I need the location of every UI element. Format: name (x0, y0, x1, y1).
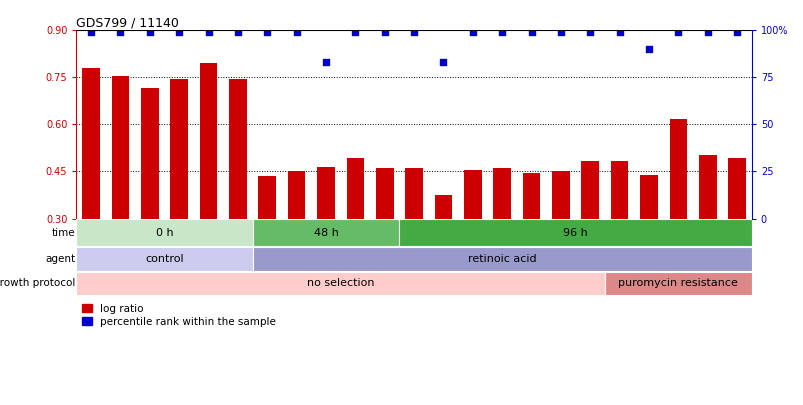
Point (319, 59, 332, 66)
Bar (522, 173, 540, 219)
Point (613, 29, 626, 36)
Point (466, 29, 479, 36)
Point (524, 29, 537, 36)
Bar (434, 195, 451, 219)
Bar (581, 162, 598, 219)
Point (700, 29, 713, 36)
Text: growth protocol: growth protocol (0, 278, 75, 288)
Bar (346, 158, 364, 219)
Bar (76, 247, 252, 271)
Text: control: control (145, 254, 184, 264)
Bar (463, 170, 481, 219)
Bar (82, 68, 100, 219)
Bar (552, 171, 569, 219)
Bar (199, 63, 217, 219)
Bar (669, 119, 687, 219)
Point (290, 29, 303, 36)
Bar (252, 219, 399, 246)
Point (407, 29, 420, 36)
Bar (493, 168, 511, 219)
Text: GDS799 / 11140: GDS799 / 11140 (76, 16, 179, 29)
Bar (258, 176, 275, 219)
Point (173, 29, 185, 36)
Text: 48 h: 48 h (313, 228, 338, 238)
Point (84, 29, 97, 36)
Bar (698, 155, 715, 219)
Point (671, 29, 684, 36)
Bar (399, 219, 751, 246)
Text: agent: agent (46, 254, 75, 264)
Bar (610, 162, 628, 219)
Bar (76, 272, 604, 295)
Text: 0 h: 0 h (156, 228, 173, 238)
Point (260, 29, 273, 36)
Point (642, 46, 654, 52)
Bar (76, 219, 252, 246)
Point (114, 29, 127, 36)
Bar (405, 168, 422, 219)
Point (495, 29, 508, 36)
Point (554, 29, 567, 36)
Text: 96 h: 96 h (562, 228, 587, 238)
Point (202, 29, 214, 36)
Point (583, 29, 596, 36)
Bar (141, 88, 158, 219)
Point (730, 29, 743, 36)
Text: retinoic acid: retinoic acid (467, 254, 536, 264)
Bar (229, 79, 247, 219)
Bar (728, 158, 745, 219)
Point (377, 29, 390, 36)
Text: time: time (52, 228, 75, 238)
Bar (376, 168, 393, 219)
Point (231, 29, 244, 36)
Bar (604, 272, 751, 295)
Bar (170, 79, 188, 219)
Bar (112, 76, 129, 219)
Text: no selection: no selection (307, 278, 374, 288)
Point (143, 29, 156, 36)
Bar (287, 171, 305, 219)
Point (349, 29, 361, 36)
Bar (639, 175, 657, 219)
Bar (316, 167, 334, 219)
Text: puromycin resistance: puromycin resistance (618, 278, 737, 288)
Bar (252, 247, 751, 271)
Legend: log ratio, percentile rank within the sample: log ratio, percentile rank within the sa… (81, 304, 276, 327)
Point (437, 59, 450, 66)
